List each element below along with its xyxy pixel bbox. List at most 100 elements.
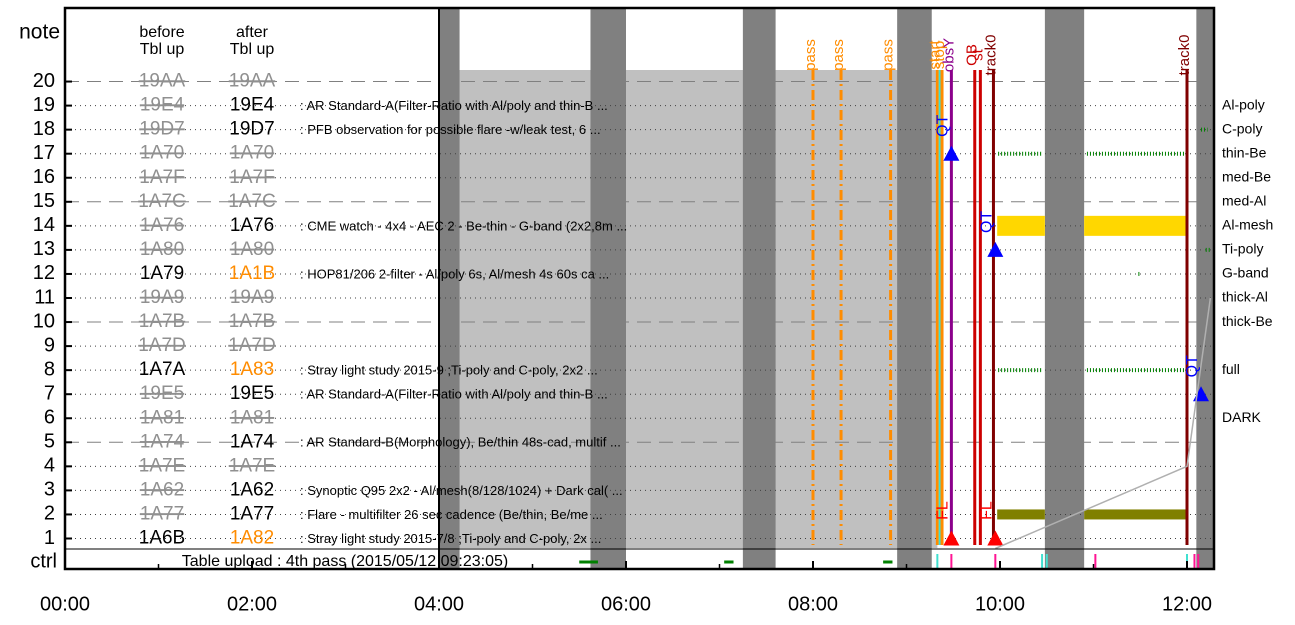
table-before-12: 1A79 — [140, 263, 184, 284]
y-tick-7: 7 — [44, 382, 55, 404]
table-before-2: 1A77 — [140, 503, 184, 524]
y-tick-10: 10 — [33, 310, 55, 332]
table-before-10: 1A7B — [139, 311, 185, 332]
y-tick-8: 8 — [44, 358, 55, 380]
table-before-17: 1A70 — [140, 143, 184, 164]
event-label-2: stop — [931, 41, 948, 69]
table-after-8: 1A83 — [230, 359, 274, 380]
y-header-note: note — [19, 21, 60, 44]
table-after-7: 19E5 — [230, 383, 274, 404]
table-desc-18: : PFB observation for possible flare -w/… — [300, 122, 601, 137]
after-header-1: after — [236, 24, 269, 41]
marker-label-3: FL — [935, 501, 952, 520]
x-tick-00:00: 00:00 — [40, 593, 90, 615]
y-ctrl-label: ctrl — [30, 550, 57, 572]
table-before-20: 19AA — [139, 71, 186, 92]
table-after-2: 1A77 — [230, 503, 274, 524]
pass-label-0: pass — [802, 39, 819, 71]
x-tick-08:00: 08:00 — [788, 593, 838, 615]
y-tick-20: 20 — [33, 70, 55, 92]
marker-label-1: QT — [979, 211, 996, 233]
night-band-2 — [742, 8, 776, 569]
x-tick-02:00: 02:00 — [227, 593, 277, 615]
filter-label-Al-mesh: Al-mesh — [1222, 217, 1273, 233]
y-tick-16: 16 — [33, 166, 55, 188]
table-after-1: 1A82 — [230, 528, 274, 549]
table-before-16: 1A7F — [139, 167, 184, 188]
table-before-18: 19D7 — [139, 119, 184, 140]
table-before-4: 1A7E — [139, 455, 185, 476]
table-before-15: 1A7C — [138, 191, 186, 212]
filter-label-thin-Be: thin-Be — [1222, 144, 1267, 160]
y-tick-14: 14 — [33, 214, 55, 236]
filter-label-G-band: G-band — [1222, 265, 1269, 281]
table-desc-8: : Stray light study 2015-9 ;Ti-poly and … — [300, 363, 598, 378]
event-label-7: track0 — [1176, 35, 1193, 76]
filter-label-DARK: DARK — [1222, 409, 1262, 425]
y-tick-2: 2 — [44, 503, 55, 525]
data-marks — [579, 70, 1212, 570]
table-before-6: 1A81 — [140, 407, 184, 428]
y-tick-15: 15 — [33, 190, 55, 212]
table-before-5: 1A74 — [140, 431, 185, 452]
marker-triangle-4 — [987, 530, 1004, 546]
table-after-10: 1A7B — [229, 311, 275, 332]
filter-label-Ti-poly: Ti-poly — [1222, 241, 1264, 257]
table-after-20: 19AA — [229, 71, 276, 92]
table-after-12: 1A1B — [229, 263, 275, 284]
table-desc-7: : AR Standard-A(Filter-Ratio with Al/pol… — [300, 387, 608, 402]
event-label-3: obsY — [940, 38, 957, 72]
after-header-2: Tbl up — [230, 41, 275, 58]
table-after-14: 1A76 — [230, 215, 274, 236]
night-band-0 — [439, 8, 460, 569]
table-before-13: 1A80 — [140, 239, 184, 260]
table-desc-5: : AR Standard-B(Morphology), Be/thin 48s… — [300, 435, 621, 450]
table-upload-text: Table upload : 4th pass (2015/05/12 09:2… — [182, 553, 508, 570]
y-tick-9: 9 — [44, 334, 55, 356]
table-after-3: 1A62 — [230, 479, 274, 500]
table-before-3: 1A62 — [140, 479, 184, 500]
filter-label-med-Al: med-Al — [1222, 193, 1266, 209]
axes: note1234567891011121314151617181920ctrl0… — [19, 6, 1216, 615]
table-after-16: 1A7F — [229, 167, 274, 188]
y-tick-19: 19 — [33, 94, 55, 116]
table-desc-19: : AR Standard-A(Filter-Ratio with Al/pol… — [300, 98, 608, 113]
filter-label-thick-Be: thick-Be — [1222, 313, 1273, 329]
marker-triangle-3 — [943, 530, 960, 546]
table-before-7: 19E5 — [140, 383, 184, 404]
pass-label-2: pass — [880, 39, 897, 71]
y-tick-1: 1 — [44, 527, 55, 549]
gray-trace — [995, 297, 1212, 550]
table-after-13: 1A80 — [230, 239, 274, 260]
y-tick-4: 4 — [44, 455, 55, 477]
filter-label-thick-Al: thick-Al — [1222, 289, 1268, 305]
event-label-6: track0 — [982, 35, 999, 76]
pass-label-1: pass — [830, 39, 847, 71]
table-after-11: 19A9 — [230, 287, 274, 308]
filter-label-C-poly: C-poly — [1222, 120, 1262, 136]
yellow-bar-0 — [997, 215, 1045, 236]
yellow-bar-1 — [1084, 215, 1187, 236]
y-tick-12: 12 — [33, 262, 55, 284]
marker-label-2: QT — [1184, 355, 1201, 377]
background-layer — [439, 8, 1216, 569]
table-after-19: 19E4 — [230, 95, 275, 116]
table-after-6: 1A81 — [230, 407, 274, 428]
table-before-11: 19A9 — [140, 287, 184, 308]
table-after-17: 1A70 — [230, 143, 274, 164]
table-before-19: 19E4 — [140, 95, 185, 116]
table-after-9: 1A7D — [228, 335, 276, 356]
plot-frame — [63, 6, 1216, 571]
y-tick-17: 17 — [33, 142, 55, 164]
x-tick-12:00: 12:00 — [1162, 593, 1212, 615]
table-before-9: 1A7D — [138, 335, 186, 356]
y-tick-5: 5 — [44, 431, 55, 453]
table-after-18: 19D7 — [229, 119, 274, 140]
table-before-14: 1A76 — [140, 215, 184, 236]
olive-bar-1 — [1084, 509, 1187, 520]
marker-triangle-1 — [987, 241, 1004, 257]
night-band-4 — [1044, 8, 1085, 569]
event-label-5: st — [969, 48, 986, 61]
filter-label-Al-poly: Al-poly — [1222, 96, 1265, 112]
